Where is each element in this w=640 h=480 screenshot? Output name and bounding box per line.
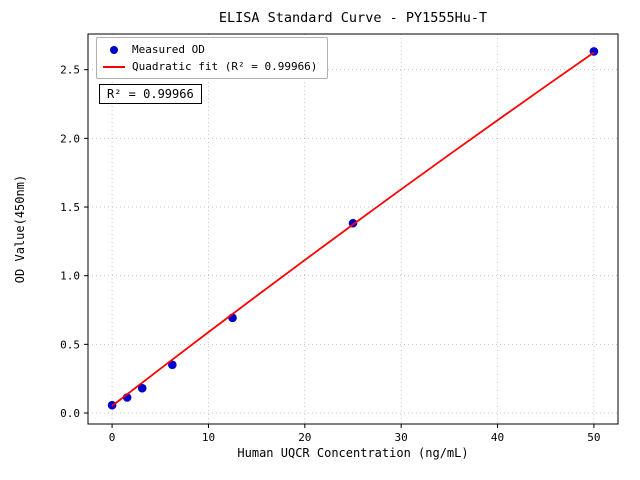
chart-title: ELISA Standard Curve - PY1555Hu-T (219, 10, 487, 26)
y-tick-label: 1.0 (60, 270, 80, 283)
data-series (107, 47, 599, 410)
od-dot-icon (110, 45, 118, 54)
axes: 0 10 20 30 40 50 0.0 0.5 1.0 1.5 2.0 2.5 (60, 33, 619, 444)
quadratic-fit-line (111, 51, 595, 407)
legend-dot-marker (103, 45, 125, 54)
legend-label: Quadratic fit (R² = 0.99966) (132, 60, 318, 73)
measured-od-point (137, 383, 147, 393)
x-axis-label: Human UQCR Concentration (ng/mL) (237, 446, 468, 460)
legend: Measured OD Quadratic fit (R² = 0.99966) (96, 37, 329, 79)
y-axis-label: OD Value(450nm) (13, 175, 27, 283)
x-tick-label: 30 (395, 431, 408, 444)
x-tick-label: 20 (298, 431, 311, 444)
x-tick-label: 0 (109, 431, 116, 444)
y-tick-label: 2.0 (60, 132, 80, 145)
measured-od-point (168, 360, 177, 370)
y-tick-label: 0.5 (60, 338, 80, 351)
legend-line-marker (103, 65, 125, 68)
y-tick-label: 2.5 (60, 64, 80, 77)
r-squared-annotation: R² = 0.99966 (99, 84, 202, 104)
legend-item: Quadratic fit (R² = 0.99966) (103, 60, 317, 73)
plot-frame (87, 33, 619, 425)
x-tick-label: 50 (587, 431, 600, 444)
x-tick-label: 10 (202, 431, 215, 444)
fit-line-icon (103, 65, 125, 68)
y-tick-label: 1.5 (60, 201, 80, 214)
x-tick-label: 40 (491, 431, 504, 444)
r-squared-text: R² = 0.99966 (107, 87, 194, 101)
legend-label: Measured OD (132, 43, 205, 56)
legend-item: Measured OD (103, 43, 317, 56)
y-tick-label: 0.0 (60, 407, 80, 420)
